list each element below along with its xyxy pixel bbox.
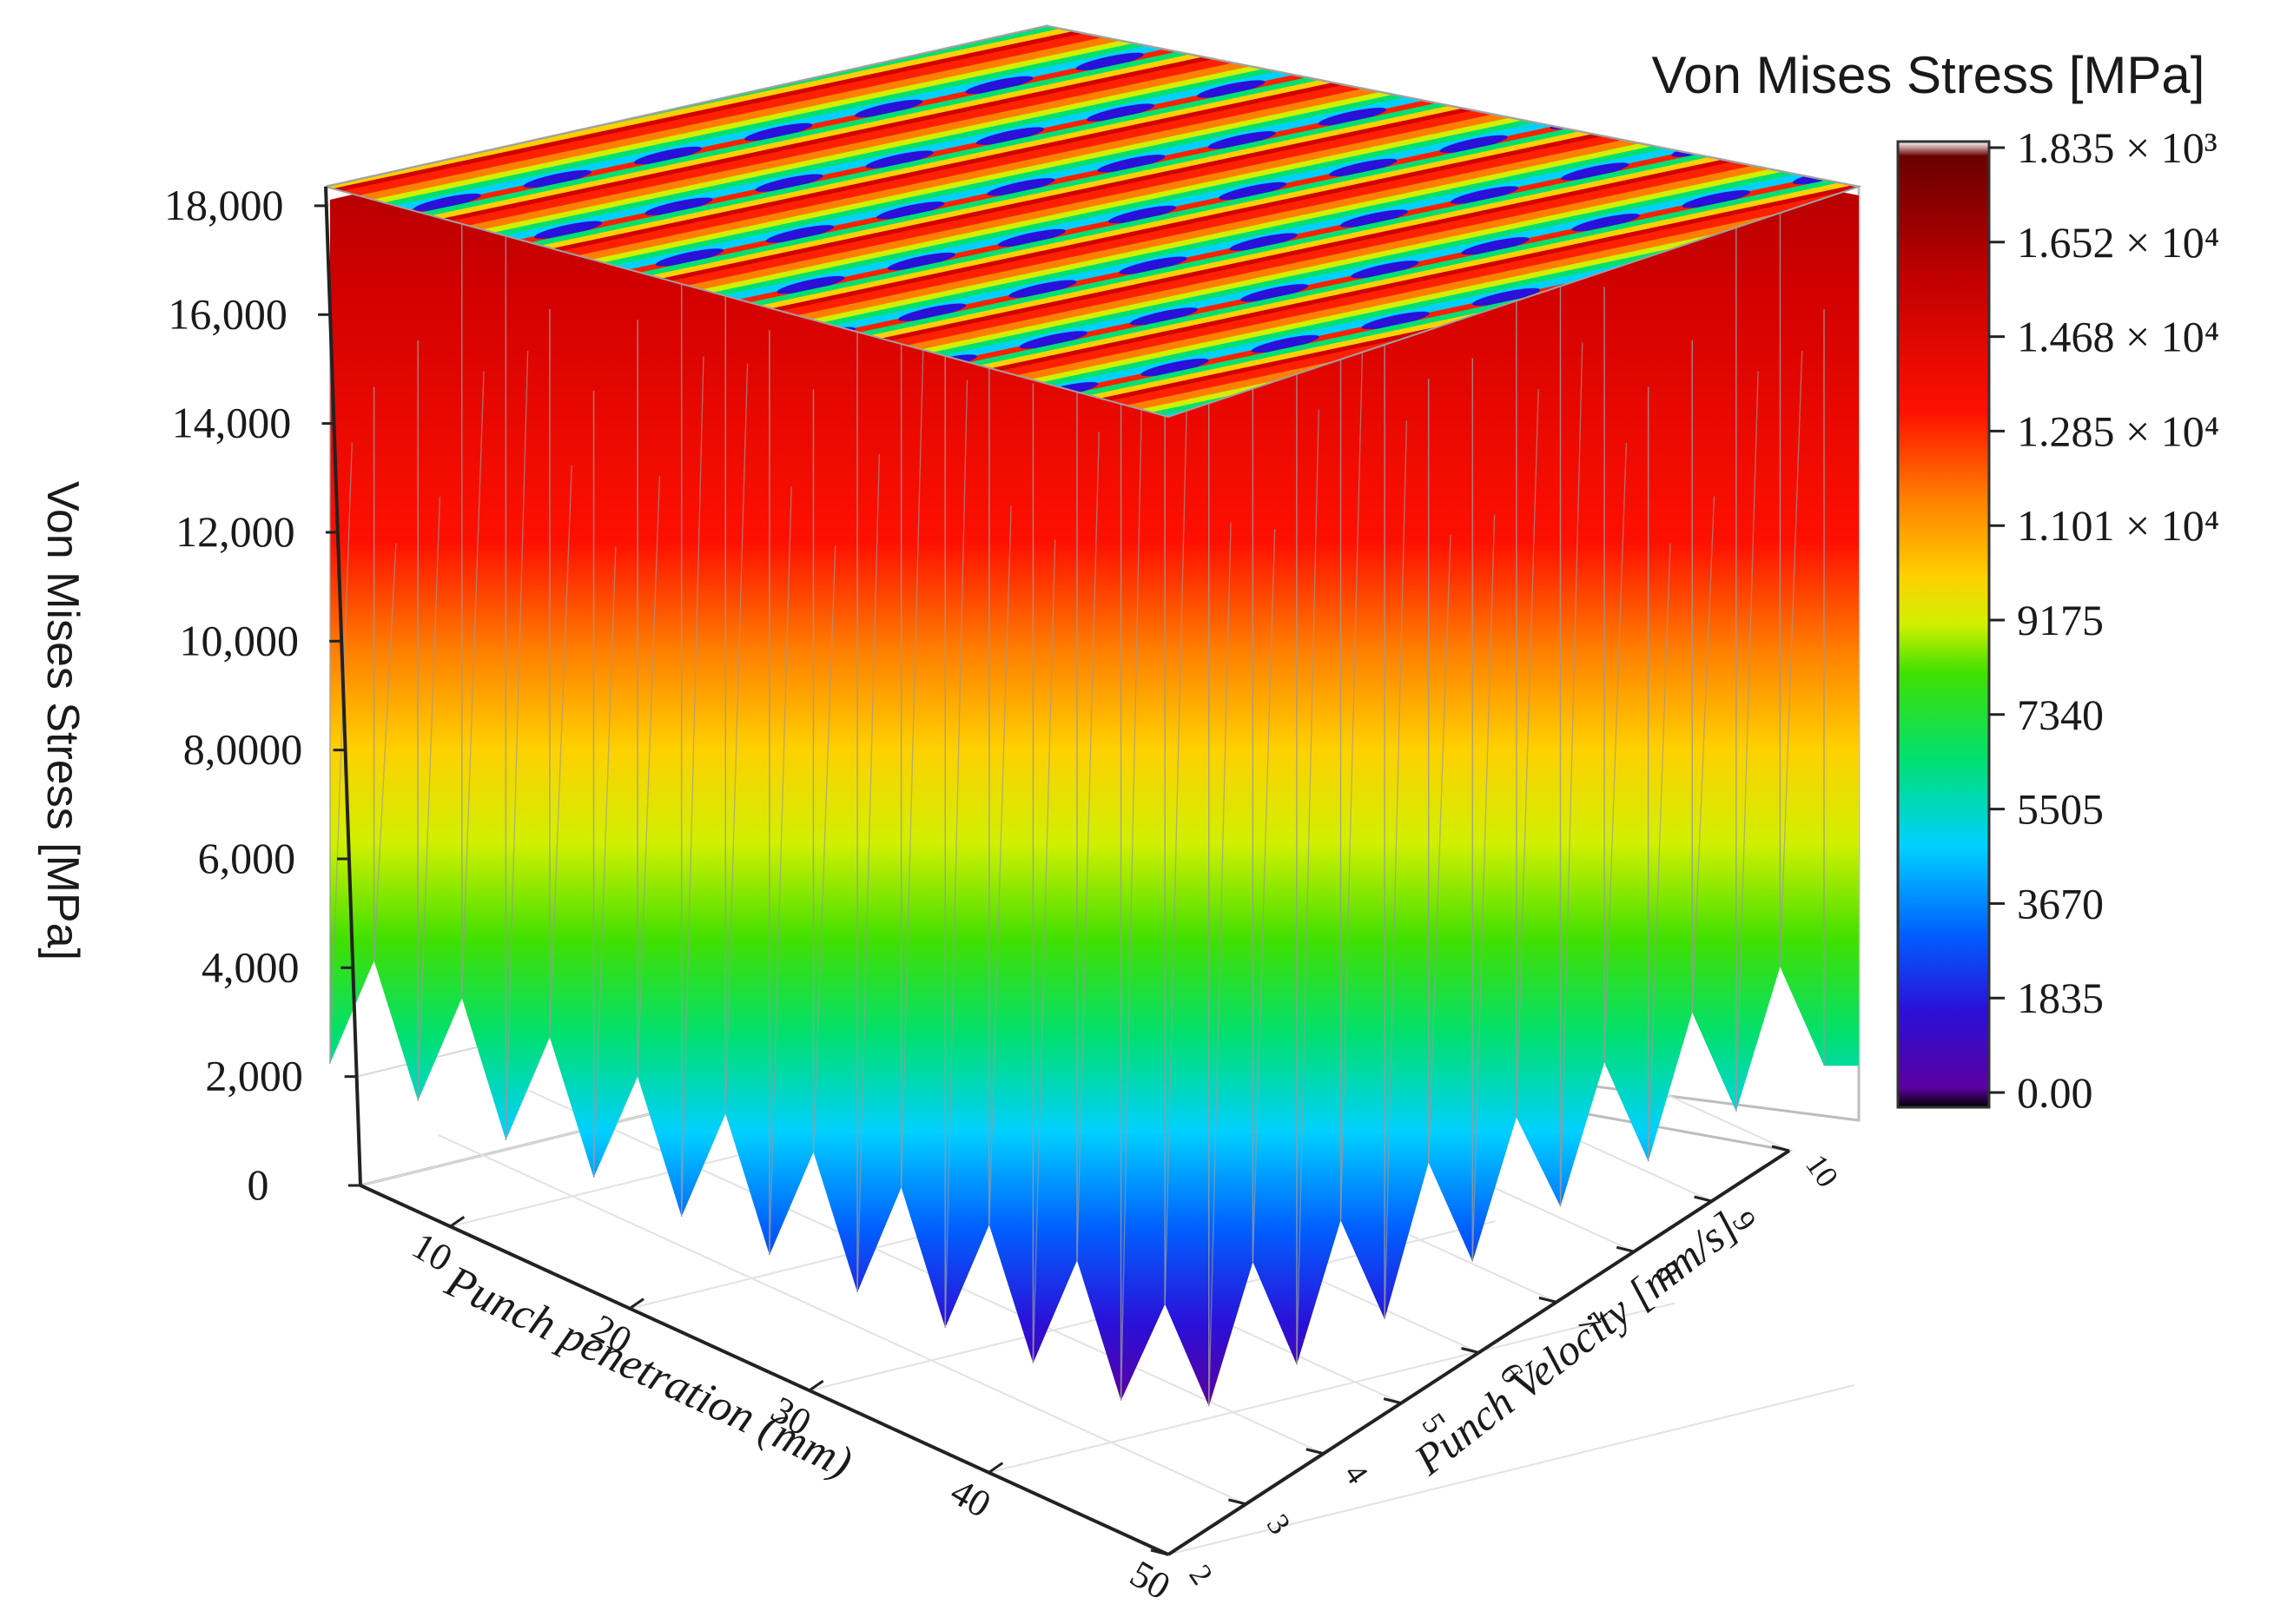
y-tick-label: 3 — [1260, 1508, 1298, 1541]
z-tick-label: 0 — [248, 1160, 269, 1209]
surface-mesh-line — [505, 350, 529, 1140]
x-tick-mark — [449, 1215, 466, 1228]
surface-mesh-line — [900, 346, 924, 1188]
surface-mesh-line — [1428, 535, 1451, 1163]
y-tick-mark — [1616, 1245, 1635, 1253]
y-tick-mark — [1538, 1296, 1557, 1304]
surface-body — [330, 35, 1859, 1407]
colorbar-tick-label: 0.00 — [2017, 1068, 2093, 1117]
colorbar-tick-label: 3670 — [2017, 879, 2104, 928]
surface-mesh-line — [812, 545, 836, 1152]
x-tick-mark — [988, 1462, 1004, 1474]
surface-mesh-line — [637, 476, 661, 1077]
x-tick-mark — [1167, 1543, 1183, 1556]
y-tick-mark — [1228, 1498, 1246, 1506]
colorbar: Von Mises Stress [MPa] 1.835 × 10³ 1.652 … — [1652, 46, 2220, 1117]
x-tick-mark — [808, 1379, 824, 1392]
surface-mesh-line — [461, 371, 485, 999]
colorbar-ticks: 1.835 × 10³ 1.652 × 10⁴ 1.468 × 10⁴ 1.285 ×… — [1989, 123, 2219, 1117]
surface-mesh-line — [769, 486, 792, 1256]
surface-mesh-line — [1252, 529, 1276, 1263]
colorbar-tick-label: 9175 — [2017, 596, 2104, 644]
surface-mesh-line — [1603, 443, 1628, 1063]
surface-mesh-line — [329, 442, 353, 1064]
colorbar-tick-label: 1.101 × 10⁴ — [2017, 501, 2219, 550]
colorbar-title: Von Mises Stress [MPa] — [1652, 46, 2205, 104]
surface-mesh-line — [1339, 339, 1364, 1221]
z-tick-label: 4,000 — [202, 942, 300, 991]
surface-mesh-line — [417, 496, 441, 1101]
surface-mesh-line — [1779, 351, 1803, 967]
colorbar-gradient-bar — [1896, 140, 1991, 1109]
surface-mesh-line — [1384, 420, 1408, 1320]
surface-mesh-line — [1120, 340, 1144, 1401]
z-tick-label: 16,000 — [168, 289, 288, 338]
surface-mesh-line — [988, 505, 1012, 1225]
y-tick-label: 2 — [1182, 1558, 1220, 1591]
z-tick-label: 2,000 — [205, 1052, 303, 1100]
surface-mesh-line — [944, 380, 968, 1328]
x-tick-mark — [629, 1297, 644, 1310]
y-tick-mark — [1305, 1448, 1325, 1456]
z-tick-label: 8,0000 — [183, 725, 303, 774]
y-tick-mark — [1150, 1548, 1169, 1556]
z-tick-label: 6,000 — [198, 834, 296, 882]
y-tick-label: 4 — [1338, 1457, 1375, 1490]
surface-mesh-line — [1296, 409, 1319, 1365]
surface-mesh-line — [592, 546, 617, 1178]
z-axis-ticks: 0 2,000 4,000 6,000 8,0000 10,000 12,000 14,000… — [164, 181, 360, 1209]
x-grid-line — [1167, 1384, 1855, 1555]
surface-mesh-line — [549, 465, 572, 1038]
z-axis-line — [324, 186, 362, 1186]
y-tick-mark — [1383, 1397, 1402, 1405]
surface-mesh-line — [1032, 539, 1056, 1363]
surface-top-cap — [325, 24, 1862, 419]
x-tick-label: 50 — [1123, 1552, 1178, 1607]
colorbar-tick-label: 1.285 × 10⁴ — [2017, 406, 2219, 455]
y-tick-label: 10 — [1799, 1148, 1845, 1193]
surface-mesh-line — [856, 453, 881, 1293]
surface-mesh-line — [1691, 496, 1715, 1013]
surface-mesh-line — [1076, 431, 1100, 1261]
y-tick-mark — [1771, 1145, 1790, 1152]
surface-mesh-line — [1647, 543, 1671, 1162]
stress-surface — [329, 35, 1859, 1407]
y-grid-line — [515, 1083, 1325, 1455]
surface-mesh-line — [1164, 399, 1188, 1304]
y-tick-mark — [1461, 1347, 1479, 1354]
surface-mesh-line — [373, 543, 397, 961]
z-tick-label: 10,000 — [179, 616, 299, 664]
colorbar-tick-label: 1835 — [2017, 974, 2104, 1022]
z-tick-label: 14,000 — [172, 399, 292, 447]
z-tick-label: 18,000 — [164, 181, 284, 229]
surface-mesh-line — [1735, 371, 1759, 1112]
colorbar-tick-label: 1.468 × 10⁴ — [2017, 313, 2219, 361]
z-axis-label: Von Mises Stress [MPa] — [37, 481, 88, 961]
y-grid-line — [437, 1133, 1246, 1505]
surface-mesh-line — [1516, 389, 1539, 1118]
surface-mesh-line — [681, 356, 704, 1218]
colorbar-tick-label: 5505 — [2017, 785, 2104, 834]
colorbar-tick-label: 7340 — [2017, 690, 2104, 739]
surface-mesh-line — [1208, 522, 1232, 1407]
surface-mesh-line — [1471, 514, 1496, 1262]
surface-mesh-line — [724, 363, 749, 1114]
z-tick-label: 12,000 — [175, 507, 295, 556]
x-tick-label: 40 — [943, 1470, 998, 1526]
x-axis-line — [360, 1184, 1169, 1556]
x-grid-line — [988, 1302, 1676, 1474]
y-tick-mark — [1694, 1195, 1712, 1203]
colorbar-tick-label: 1.835 × 10³ — [2017, 123, 2218, 172]
colorbar-tick-label: 1.652 × 10⁴ — [2017, 218, 2219, 267]
surface-mesh-line — [1559, 342, 1583, 1207]
